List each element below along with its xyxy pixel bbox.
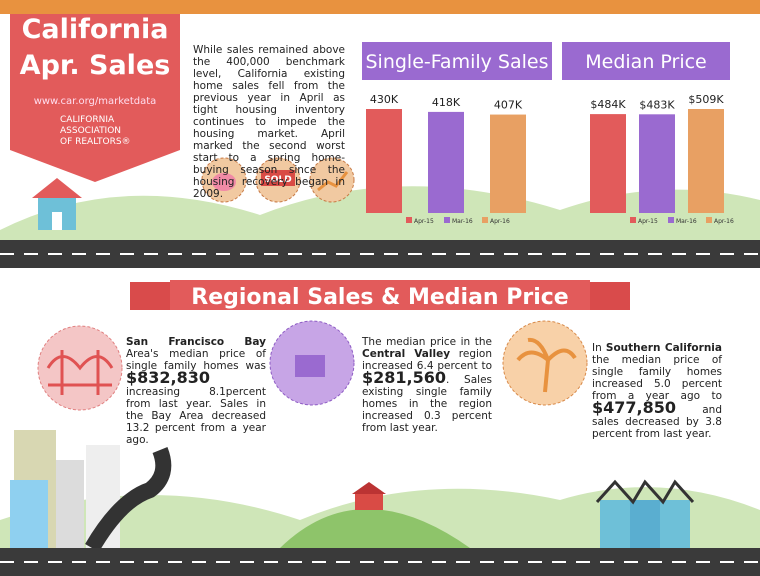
url: www.car.org/marketdata xyxy=(34,96,157,107)
legend-swatch xyxy=(482,217,488,223)
logo-line: ASSOCIATION xyxy=(60,126,121,136)
banner xyxy=(10,14,180,182)
header-box xyxy=(562,42,730,80)
legend-swatch xyxy=(444,217,450,223)
hills xyxy=(0,186,760,240)
bar xyxy=(639,114,675,213)
house-icon xyxy=(32,178,82,230)
region-text: The median price in the Central Valley r… xyxy=(362,336,492,434)
region-text-part: region increased 6.4 percent to xyxy=(362,348,492,372)
piggy-icon xyxy=(212,173,236,191)
section-title: Regional Sales & Median Price xyxy=(191,285,568,310)
chart-title: Median Price xyxy=(585,51,707,73)
bar xyxy=(490,114,526,213)
region-text-part: increasing 8.1percent from last year. Sa… xyxy=(126,386,266,446)
title-line: California xyxy=(22,14,169,45)
value-label: $509K xyxy=(688,93,724,106)
ribbon xyxy=(170,280,590,310)
legend-label: Mar-16 xyxy=(676,218,697,225)
legend-label: Apr-16 xyxy=(490,218,510,225)
legend-label: Mar-16 xyxy=(452,218,473,225)
city xyxy=(10,430,120,548)
legend-swatch xyxy=(630,217,636,223)
region-name: Central Valley xyxy=(362,348,451,360)
legend-label: Apr-16 xyxy=(714,218,734,225)
bridge-icon xyxy=(46,350,114,395)
region-price: $832,830 xyxy=(126,368,211,387)
bar xyxy=(428,111,464,213)
region-text-part: Area's median price of single family hom… xyxy=(126,348,266,372)
legend-label: Apr-15 xyxy=(414,218,434,225)
region-text: In Southern California the median price … xyxy=(592,342,722,440)
region-text-part: In xyxy=(592,342,602,354)
region-name: San Francisco Bay xyxy=(126,336,266,348)
sold-text: SOLD xyxy=(264,175,291,185)
value-label: $483K xyxy=(639,98,675,111)
region-text-part: and sales decreased by 3.8 percent from … xyxy=(592,404,722,440)
value-label: 418K xyxy=(432,96,461,109)
icon-circle xyxy=(309,157,355,203)
barn xyxy=(352,482,386,510)
legend-swatch xyxy=(706,217,712,223)
growth-icon xyxy=(317,171,349,192)
region-price: $477,850 xyxy=(592,398,677,417)
houses xyxy=(595,479,695,548)
legend-swatch xyxy=(406,217,412,223)
region-text-part: The median price in the xyxy=(362,336,492,348)
watering-can-icon xyxy=(295,355,325,377)
legend-swatch xyxy=(668,217,674,223)
legend-label: Apr-15 xyxy=(638,218,658,225)
bar xyxy=(590,114,626,213)
region-circle xyxy=(502,320,588,406)
top-strip xyxy=(0,0,760,14)
region-price: $281,560 xyxy=(362,368,447,387)
logo-line: OF REALTORS® xyxy=(60,137,131,147)
road xyxy=(0,240,760,268)
road xyxy=(0,548,760,576)
region-text-part: . Sales existing single family homes in … xyxy=(362,374,492,434)
bar xyxy=(366,109,402,213)
winding-road xyxy=(85,447,172,553)
logo-line: CALIFORNIA xyxy=(60,115,115,125)
value-label: $484K xyxy=(590,98,626,111)
sold-sign xyxy=(261,170,295,186)
region-name: Southern California xyxy=(605,342,722,354)
chart-title: Single-Family Sales xyxy=(365,51,548,73)
value-label: 430K xyxy=(370,93,399,106)
region-text-part: the median price of single family homes … xyxy=(592,354,722,402)
bar xyxy=(688,109,724,213)
hill xyxy=(280,509,470,548)
value-label: 407K xyxy=(494,99,523,112)
header-box xyxy=(362,42,552,80)
palm-icon xyxy=(516,337,577,393)
title-line: Apr. Sales xyxy=(20,50,171,81)
region-text: San Francisco Bay Area's median price of… xyxy=(126,336,266,446)
intro-text: While sales remained above the 400,000 b… xyxy=(193,44,345,200)
